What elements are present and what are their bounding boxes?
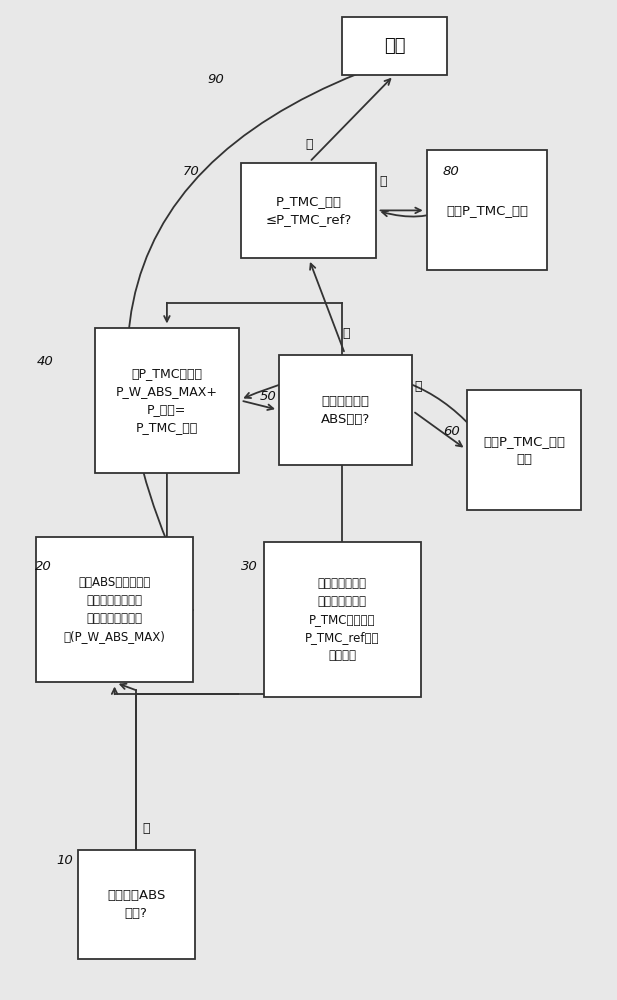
Text: 10: 10 [56, 854, 73, 867]
Text: 70: 70 [182, 165, 199, 178]
Text: 车辆仍然处于
ABS模式?: 车辆仍然处于 ABS模式? [321, 395, 370, 426]
Text: 是: 是 [305, 138, 313, 151]
Text: 车辆处于ABS
模式?: 车辆处于ABS 模式? [107, 889, 165, 920]
FancyBboxPatch shape [241, 163, 376, 258]
FancyBboxPatch shape [280, 355, 412, 465]
Text: 是: 是 [342, 327, 350, 340]
FancyBboxPatch shape [467, 390, 581, 510]
Text: 否: 否 [415, 380, 422, 393]
Text: 确定驾驶员要求
的制动主缸压力
P_TMC，并且将
P_TMC_ref设定
为这个值: 确定驾驶员要求 的制动主缸压力 P_TMC，并且将 P_TMC_ref设定 为这… [305, 577, 379, 662]
Text: 增加P_TMC_调整: 增加P_TMC_调整 [446, 204, 528, 217]
Text: 否: 否 [379, 175, 387, 188]
Text: 20: 20 [35, 560, 52, 573]
FancyBboxPatch shape [342, 17, 447, 75]
Text: 30: 30 [241, 560, 257, 573]
Text: 是: 是 [143, 822, 150, 835]
Text: 结束: 结束 [384, 37, 405, 55]
Text: 90: 90 [207, 73, 224, 86]
FancyBboxPatch shape [94, 328, 239, 473]
Text: 50: 50 [259, 390, 276, 403]
FancyBboxPatch shape [36, 537, 193, 682]
FancyBboxPatch shape [427, 150, 547, 270]
Text: 保持P_TMC_调整
不变: 保持P_TMC_调整 不变 [483, 435, 565, 466]
FancyBboxPatch shape [264, 542, 421, 697]
Text: 将P_TMC限定在
P_W_ABS_MAX+
P_调整=
P_TMC_调整: 将P_TMC限定在 P_W_ABS_MAX+ P_调整= P_TMC_调整 [116, 367, 218, 434]
Text: 40: 40 [36, 355, 53, 368]
Text: 80: 80 [443, 165, 460, 178]
FancyBboxPatch shape [78, 850, 194, 959]
Text: P_TMC_调整
≤P_TMC_ref?: P_TMC_调整 ≤P_TMC_ref? [265, 195, 352, 226]
Text: 60: 60 [443, 425, 460, 438]
Text: 如果ABS模式继续，
则确定四个车轮所
需制动压力的最大
值(P_W_ABS_MAX): 如果ABS模式继续， 则确定四个车轮所 需制动压力的最大 值(P_W_ABS_M… [64, 576, 165, 643]
